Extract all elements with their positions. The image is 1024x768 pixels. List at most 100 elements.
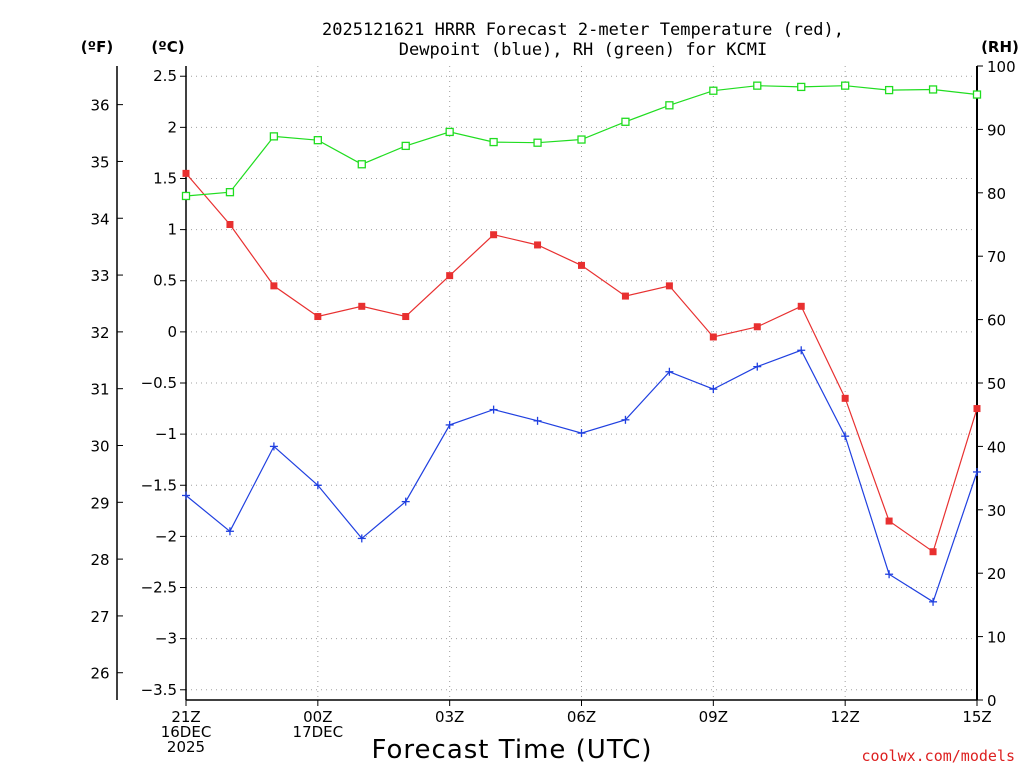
celsius-tick-label: 2.5 (153, 67, 177, 85)
temperature-point (621, 292, 629, 300)
rh-tick-label: 20 (987, 565, 1006, 583)
dewpoint-point (621, 415, 630, 424)
rh-point (972, 90, 982, 99)
dewpoint-point (577, 429, 586, 438)
tick-labels: 2.5 2 1.5 1 0.5 0 −0.5 −1 −1.5 −2 −2.5 −3 −3.5 36 35 34… (90, 58, 1015, 756)
fahrenheit-tick-label: 29 (90, 494, 109, 512)
rh-point (621, 117, 630, 126)
rh-point (357, 160, 366, 169)
x-tick-label: 00Z (303, 708, 332, 726)
rh-tick-label: 70 (987, 248, 1006, 266)
temperature-point (314, 313, 322, 321)
fahrenheit-unit-label: (ºF) (81, 38, 113, 56)
dewpoint-point (709, 385, 718, 394)
dewpoint-point (841, 432, 850, 441)
chart-title-line1: 2025121621 HRRR Forecast 2-meter Tempera… (322, 20, 844, 40)
x-axis-label: Forecast Time (UTC) (371, 735, 652, 765)
dewpoint-point (225, 527, 234, 536)
temperature-point (270, 282, 278, 290)
celsius-tick-label: 0.5 (153, 272, 177, 290)
dewpoint-point (401, 497, 410, 506)
rh-point (533, 138, 542, 147)
rh-point (709, 86, 718, 95)
rh-point (181, 191, 191, 201)
dewpoint-point (357, 534, 366, 543)
rh-point (665, 101, 674, 110)
temperature-point (534, 241, 542, 249)
celsius-tick-label: −1.5 (141, 476, 177, 494)
fahrenheit-tick-label: 35 (90, 153, 109, 171)
x-tick-label: 16DEC (161, 723, 212, 741)
rh-tick-label: 90 (987, 121, 1006, 139)
temperature-line (185, 173, 978, 553)
celsius-tick-label: 0 (167, 323, 177, 341)
rh-tick-label: 60 (987, 312, 1006, 330)
celsius-tick-label: −1 (155, 425, 177, 443)
temperature-point (182, 169, 190, 177)
fahrenheit-tick-label: 34 (90, 210, 109, 228)
rh-point (269, 132, 279, 141)
fahrenheit-tick-label: 28 (90, 551, 109, 569)
rh-tick-label: 80 (987, 185, 1006, 203)
celsius-tick-label: −3.5 (141, 681, 177, 699)
chart-title-line2: Dewpoint (blue), RH (green) for KCMI (399, 40, 767, 60)
x-tick-label: 06Z (567, 708, 596, 726)
fahrenheit-tick-label: 31 (90, 381, 109, 399)
x-tick-label: 12Z (830, 708, 859, 726)
dewpoint-point (533, 416, 542, 425)
dewpoint-point (665, 367, 674, 376)
celsius-tick-label: 1 (167, 221, 177, 239)
rh-point (928, 85, 938, 94)
dewpoint-point (797, 346, 806, 355)
dewpoint-point (753, 362, 762, 371)
temperature-point (753, 323, 761, 331)
temperature-point (885, 517, 893, 525)
rh-point (884, 85, 894, 95)
rh-tick-label: 100 (987, 58, 1016, 76)
temperature-point (709, 333, 717, 341)
rh-point (753, 81, 762, 90)
fahrenheit-tick-label: 27 (90, 608, 109, 626)
temperature-point (929, 548, 937, 556)
x-tick-label: 15Z (962, 708, 991, 726)
dewpoint-point (313, 481, 322, 490)
rh-tick-label: 0 (987, 692, 997, 710)
dewpoint-point (973, 467, 981, 476)
celsius-tick-label: 1.5 (153, 169, 177, 187)
dewpoint-point (929, 597, 938, 606)
dewpoint-point (489, 405, 498, 414)
dewpoint-point (269, 442, 278, 451)
rh-point (489, 137, 498, 147)
dewpoint-point (445, 420, 454, 429)
temperature-point (973, 405, 981, 413)
temperature-point (665, 282, 673, 290)
rh-tick-label: 50 (987, 375, 1006, 393)
temperature-point (402, 313, 410, 321)
rh-point (577, 135, 586, 144)
temperature-point (841, 394, 849, 402)
rh-point (401, 141, 410, 151)
rh-point (841, 81, 850, 90)
temperature-point (358, 302, 366, 310)
x-tick-label: 09Z (699, 708, 728, 726)
fahrenheit-tick-label: 26 (90, 665, 109, 683)
x-tick-label: 21Z (171, 708, 200, 726)
rh-tick-label: 40 (987, 438, 1006, 456)
grid-lines (186, 66, 977, 700)
dewpoint-point (885, 570, 894, 579)
temperature-point (578, 261, 585, 269)
rh-unit-label: (RH) (981, 38, 1019, 56)
fahrenheit-tick-label: 30 (90, 437, 109, 455)
fahrenheit-tick-label: 32 (90, 324, 109, 342)
credit-text: coolwx.com/models (861, 747, 1015, 765)
data-series (181, 81, 982, 606)
celsius-tick-label: −2.5 (141, 579, 177, 597)
temperature-point (490, 231, 498, 239)
celsius-tick-label: −3 (155, 630, 177, 648)
temperature-point (226, 221, 234, 228)
x-tick-label: 03Z (435, 708, 464, 726)
rh-point (313, 136, 322, 145)
celsius-tick-label: 2 (167, 118, 177, 136)
temperature-point (446, 272, 454, 280)
